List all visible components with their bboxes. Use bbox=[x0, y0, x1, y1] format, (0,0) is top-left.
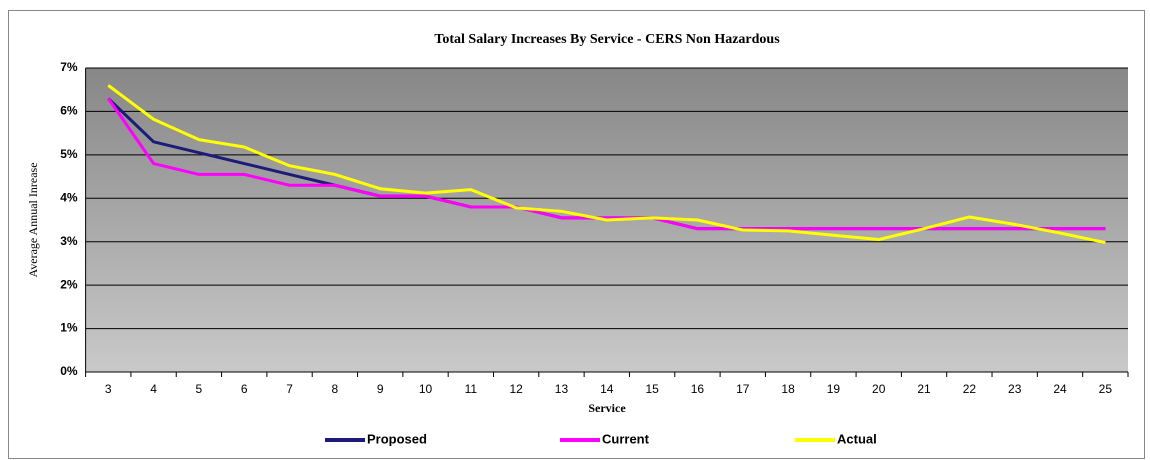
x-tick-label: 18 bbox=[781, 382, 795, 396]
x-tick-label: 7 bbox=[286, 382, 293, 396]
y-tick-label: 1% bbox=[60, 321, 78, 335]
x-tick-label: 17 bbox=[736, 382, 750, 396]
y-tick-label: 0% bbox=[60, 364, 78, 378]
x-tick-label: 20 bbox=[872, 382, 886, 396]
x-tick-label: 12 bbox=[509, 382, 523, 396]
x-tick-label: 23 bbox=[1008, 382, 1022, 396]
chart-title: Total Salary Increases By Service - CERS… bbox=[434, 32, 780, 47]
x-tick-label: 6 bbox=[241, 382, 248, 396]
x-tick-label: 10 bbox=[419, 382, 433, 396]
x-tick-label: 15 bbox=[645, 382, 659, 396]
x-tick-label: 22 bbox=[963, 382, 977, 396]
legend-label: Current bbox=[602, 431, 650, 446]
x-axis-label: Service bbox=[588, 401, 626, 415]
x-tick-label: 8 bbox=[332, 382, 339, 396]
x-tick-label: 16 bbox=[691, 382, 705, 396]
y-tick-label: 3% bbox=[60, 234, 78, 248]
y-tick-label: 7% bbox=[60, 60, 78, 74]
x-tick-label: 9 bbox=[377, 382, 384, 396]
legend-label: Actual bbox=[837, 431, 877, 446]
x-tick-label: 13 bbox=[555, 382, 569, 396]
series-line bbox=[107, 84, 1106, 245]
x-tick-label: 25 bbox=[1099, 382, 1113, 396]
x-tick-label: 4 bbox=[150, 382, 157, 396]
y-tick-label: 6% bbox=[60, 104, 78, 118]
y-axis-label: Average Annual Inrease bbox=[26, 162, 40, 277]
series-line bbox=[107, 97, 1106, 231]
x-tick-label: 5 bbox=[196, 382, 203, 396]
x-tick-label: 21 bbox=[917, 382, 931, 396]
y-tick-label: 2% bbox=[60, 277, 78, 291]
x-tick-label: 14 bbox=[600, 382, 614, 396]
x-tick-label: 24 bbox=[1053, 382, 1067, 396]
y-tick-label: 4% bbox=[60, 190, 78, 204]
x-tick-label: 3 bbox=[105, 382, 112, 396]
y-tick-label: 5% bbox=[60, 147, 78, 161]
x-tick-label: 19 bbox=[827, 382, 841, 396]
legend-label: Proposed bbox=[367, 431, 427, 446]
x-tick-label: 11 bbox=[465, 382, 478, 396]
